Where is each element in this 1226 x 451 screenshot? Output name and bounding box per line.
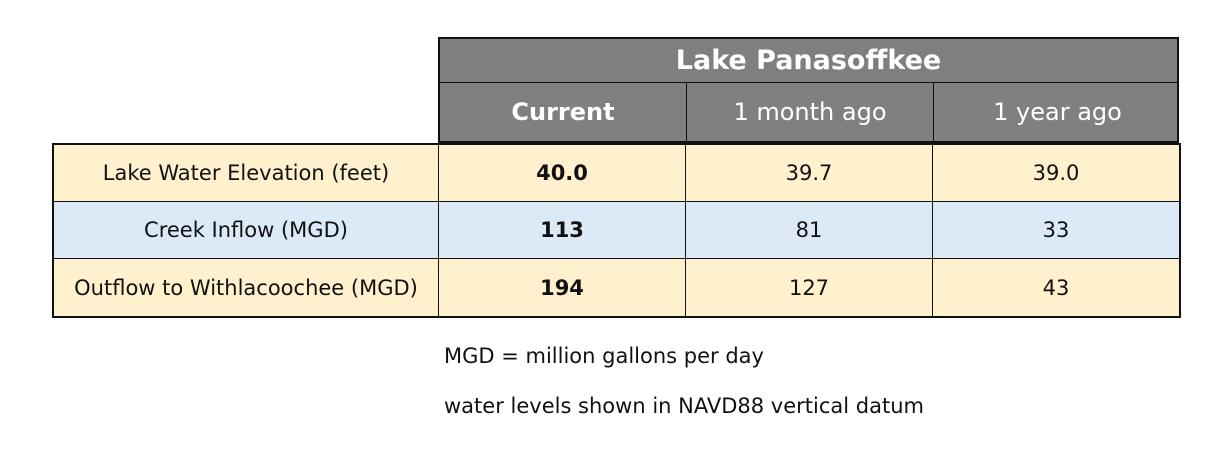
- value-1-year-ago: 33: [1042, 218, 1070, 242]
- value-1-month-ago: 81: [686, 202, 933, 258]
- column-header-1-year-ago: 1 year ago: [993, 98, 1122, 126]
- footnote-vertical-datum: water levels shown in NAVD88 vertical da…: [444, 394, 924, 418]
- value-1-year-ago: 39.0: [1032, 161, 1080, 185]
- table-row-lake-water-elevation: Lake Water Elevation (feet) 40.0 39.7 39…: [54, 145, 1179, 202]
- row-label: Outflow to Withlacoochee (MGD): [54, 259, 439, 316]
- footnotes: MGD = million gallons per day water leve…: [444, 340, 924, 440]
- value-current: 40.0: [439, 145, 686, 201]
- data-table-body: Lake Water Elevation (feet) 40.0 39.7 39…: [52, 143, 1181, 318]
- value-1-month-ago: 127: [686, 259, 933, 316]
- column-header-current: Current: [440, 83, 687, 141]
- table-row-outflow-to-withlacoochee: Outflow to Withlacoochee (MGD) 194 127 4…: [54, 259, 1179, 316]
- column-header-1-month-ago: 1 month ago: [687, 83, 934, 141]
- row-label: Creek Inflow (MGD): [54, 202, 439, 258]
- value-1-year-ago: 43: [1042, 275, 1070, 300]
- table-row-creek-inflow: Creek Inflow (MGD) 113 81 33: [54, 202, 1179, 259]
- value-1-month-ago: 39.7: [686, 145, 933, 201]
- value-current: 113: [439, 202, 686, 258]
- value-current: 194: [439, 259, 686, 316]
- row-label: Lake Water Elevation (feet): [54, 145, 439, 201]
- footnote-mgd-definition: MGD = million gallons per day: [444, 344, 764, 368]
- column-header-row: Current 1 month ago 1 year ago: [438, 83, 1179, 143]
- table-title: Lake Panasoffkee: [438, 37, 1179, 83]
